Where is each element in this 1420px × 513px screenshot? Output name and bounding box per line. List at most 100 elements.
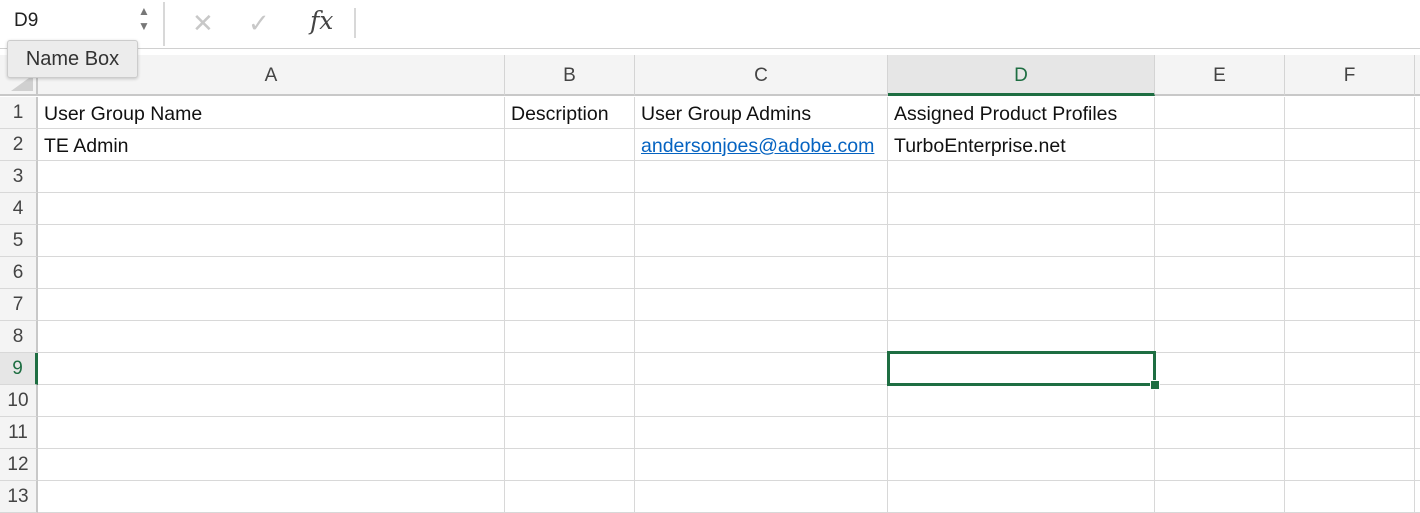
cell-C5[interactable] xyxy=(635,225,888,257)
cell-F11[interactable] xyxy=(1285,417,1415,449)
cell-B9[interactable] xyxy=(505,353,635,385)
cell-C2[interactable]: andersonjoes@adobe.com xyxy=(635,129,888,161)
cell-F9[interactable] xyxy=(1285,353,1415,385)
cell-D1[interactable]: Assigned Product Profiles xyxy=(888,97,1155,129)
cell-D3[interactable] xyxy=(888,161,1155,193)
formula-input[interactable] xyxy=(370,0,1410,44)
cell-A1[interactable]: User Group Name xyxy=(38,97,505,129)
cell-A13[interactable] xyxy=(38,481,505,513)
column-header-C[interactable]: C xyxy=(635,55,888,96)
cell-C13[interactable] xyxy=(635,481,888,513)
cell-B13[interactable] xyxy=(505,481,635,513)
check-icon[interactable]: ✓ xyxy=(248,8,270,38)
cell-E10[interactable] xyxy=(1155,385,1285,417)
column-header-E[interactable]: E xyxy=(1155,55,1285,96)
cell-E13[interactable] xyxy=(1155,481,1285,513)
cell-F6[interactable] xyxy=(1285,257,1415,289)
cell-A5[interactable] xyxy=(38,225,505,257)
cell-D2[interactable]: TurboEnterprise.net xyxy=(888,129,1155,161)
cell-E3[interactable] xyxy=(1155,161,1285,193)
cell-B5[interactable] xyxy=(505,225,635,257)
cell-B4[interactable] xyxy=(505,193,635,225)
cell-C10[interactable] xyxy=(635,385,888,417)
cell-E7[interactable] xyxy=(1155,289,1285,321)
cell-C3[interactable] xyxy=(635,161,888,193)
cell-A11[interactable] xyxy=(38,417,505,449)
cell-G12[interactable] xyxy=(1415,449,1420,481)
row-header-1[interactable]: 1 xyxy=(0,97,38,129)
row-header-3[interactable]: 3 xyxy=(0,161,38,193)
row-header-11[interactable]: 11 xyxy=(0,417,38,449)
column-header-G[interactable] xyxy=(1415,55,1420,96)
cell-B10[interactable] xyxy=(505,385,635,417)
row-header-10[interactable]: 10 xyxy=(0,385,38,417)
cell-D7[interactable] xyxy=(888,289,1155,321)
cell-D10[interactable] xyxy=(888,385,1155,417)
column-header-D[interactable]: D xyxy=(888,55,1155,96)
cell-E11[interactable] xyxy=(1155,417,1285,449)
cell-A12[interactable] xyxy=(38,449,505,481)
cell-G7[interactable] xyxy=(1415,289,1420,321)
row-header-2[interactable]: 2 xyxy=(0,129,38,161)
cell-B6[interactable] xyxy=(505,257,635,289)
selected-cell-outline[interactable] xyxy=(887,351,1160,390)
column-header-B[interactable]: B xyxy=(505,55,635,96)
cell-G3[interactable] xyxy=(1415,161,1420,193)
cell-F10[interactable] xyxy=(1285,385,1415,417)
cell-B2[interactable] xyxy=(505,129,635,161)
fx-icon[interactable]: fx xyxy=(310,6,334,35)
row-header-5[interactable]: 5 xyxy=(0,225,38,257)
cell-F12[interactable] xyxy=(1285,449,1415,481)
cell-A6[interactable] xyxy=(38,257,505,289)
cell-F8[interactable] xyxy=(1285,321,1415,353)
cell-G11[interactable] xyxy=(1415,417,1420,449)
name-box[interactable]: D9 ▲ ▼ xyxy=(0,0,160,44)
cell-G8[interactable] xyxy=(1415,321,1420,353)
cell-C1[interactable]: User Group Admins xyxy=(635,97,888,129)
cell-D4[interactable] xyxy=(888,193,1155,225)
cell-A3[interactable] xyxy=(38,161,505,193)
cell-C8[interactable] xyxy=(635,321,888,353)
cell-E8[interactable] xyxy=(1155,321,1285,353)
cell-C12[interactable] xyxy=(635,449,888,481)
row-header-8[interactable]: 8 xyxy=(0,321,38,353)
cell-E9[interactable] xyxy=(1155,353,1285,385)
cell-C6[interactable] xyxy=(635,257,888,289)
cell-G10[interactable] xyxy=(1415,385,1420,417)
cell-F2[interactable] xyxy=(1285,129,1415,161)
row-header-9[interactable]: 9 xyxy=(0,353,38,385)
cell-E4[interactable] xyxy=(1155,193,1285,225)
cell-B3[interactable] xyxy=(505,161,635,193)
cell-D12[interactable] xyxy=(888,449,1155,481)
row-header-7[interactable]: 7 xyxy=(0,289,38,321)
cell-G5[interactable] xyxy=(1415,225,1420,257)
cell-G13[interactable] xyxy=(1415,481,1420,513)
cell-E2[interactable] xyxy=(1155,129,1285,161)
cell-C7[interactable] xyxy=(635,289,888,321)
cell-G9[interactable] xyxy=(1415,353,1420,385)
cell-E6[interactable] xyxy=(1155,257,1285,289)
cell-B11[interactable] xyxy=(505,417,635,449)
cell-A7[interactable] xyxy=(38,289,505,321)
cell-F7[interactable] xyxy=(1285,289,1415,321)
row-header-13[interactable]: 13 xyxy=(0,481,38,513)
column-header-F[interactable]: F xyxy=(1285,55,1415,96)
cell-A4[interactable] xyxy=(38,193,505,225)
cell-B7[interactable] xyxy=(505,289,635,321)
cell-F1[interactable] xyxy=(1285,97,1415,129)
cell-D11[interactable] xyxy=(888,417,1155,449)
cell-D6[interactable] xyxy=(888,257,1155,289)
cell-G1[interactable] xyxy=(1415,97,1420,129)
cell-B12[interactable] xyxy=(505,449,635,481)
cell-E5[interactable] xyxy=(1155,225,1285,257)
cell-C4[interactable] xyxy=(635,193,888,225)
name-box-dropdown-icon[interactable]: ▲ ▼ xyxy=(138,4,150,33)
cell-F4[interactable] xyxy=(1285,193,1415,225)
cell-F3[interactable] xyxy=(1285,161,1415,193)
cell-A8[interactable] xyxy=(38,321,505,353)
row-header-12[interactable]: 12 xyxy=(0,449,38,481)
cell-E12[interactable] xyxy=(1155,449,1285,481)
cell-D13[interactable] xyxy=(888,481,1155,513)
cell-D5[interactable] xyxy=(888,225,1155,257)
x-icon[interactable]: ✕ xyxy=(192,8,214,38)
